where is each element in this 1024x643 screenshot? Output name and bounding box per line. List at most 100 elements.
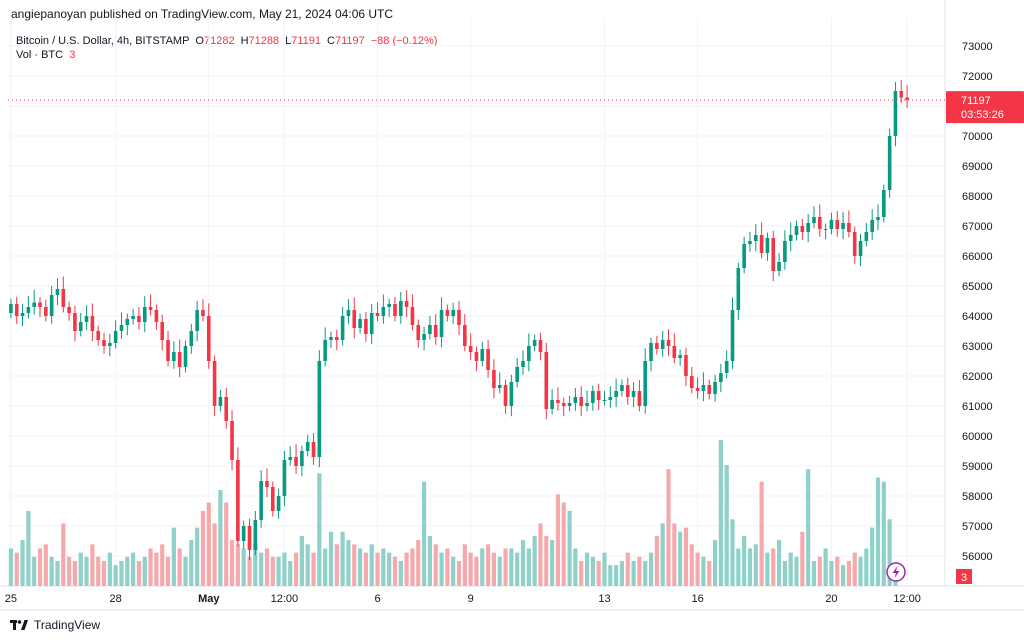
candle-body bbox=[474, 352, 479, 361]
candle-body bbox=[236, 460, 240, 541]
candle-body bbox=[602, 400, 607, 401]
volume-bar bbox=[497, 556, 502, 586]
volume-bar bbox=[590, 556, 595, 586]
volume-bar bbox=[131, 552, 136, 586]
volume-bar bbox=[282, 552, 287, 586]
volume-bar bbox=[416, 540, 421, 586]
symbol-legend: Bitcoin / U.S. Dollar, 4h, BITSTAMP O7128… bbox=[16, 35, 438, 47]
candle-body bbox=[67, 307, 71, 313]
volume-bar bbox=[270, 556, 275, 586]
candle-body bbox=[905, 97, 909, 101]
candle-body bbox=[707, 385, 712, 394]
candle-body bbox=[358, 319, 362, 328]
volume-tag-text: 3 bbox=[961, 572, 967, 584]
last-price-tag bbox=[946, 91, 1024, 124]
candle-body bbox=[777, 262, 781, 271]
volume-bar bbox=[352, 544, 357, 586]
volume-bar bbox=[462, 544, 467, 586]
volume-bar bbox=[288, 560, 293, 586]
y-tick-label: 64000 bbox=[962, 311, 993, 323]
candle-body bbox=[119, 325, 124, 331]
bar-countdown-text: 03:53:26 bbox=[961, 109, 1004, 121]
volume-bar bbox=[829, 560, 834, 586]
candle-body bbox=[736, 268, 741, 310]
volume-bar bbox=[72, 560, 78, 586]
candle-body bbox=[38, 302, 42, 307]
volume-bar bbox=[433, 544, 438, 586]
symbol-title[interactable]: Bitcoin / U.S. Dollar, 4h, BITSTAMP bbox=[16, 35, 190, 47]
candle-body bbox=[439, 310, 444, 337]
y-tick-label: 67000 bbox=[962, 221, 993, 233]
event-lightning-icon[interactable] bbox=[886, 562, 906, 582]
candle-body bbox=[538, 340, 543, 352]
candle-body bbox=[817, 217, 822, 229]
volume-legend[interactable]: Vol · BTC 3 bbox=[16, 49, 75, 61]
candle-body bbox=[463, 325, 467, 346]
tradingview-logo-icon bbox=[10, 619, 28, 630]
volume-bar bbox=[561, 502, 566, 586]
candle-body bbox=[323, 340, 327, 361]
x-tick-label: 20 bbox=[825, 593, 837, 605]
candle-body bbox=[305, 442, 310, 451]
volume-bar bbox=[742, 535, 747, 586]
volume-bar bbox=[253, 544, 258, 586]
candle-body bbox=[637, 391, 642, 406]
x-tick-label: 9 bbox=[468, 593, 474, 605]
volume-bar bbox=[381, 548, 386, 586]
candle-body bbox=[852, 232, 857, 256]
volume-bar bbox=[643, 560, 648, 586]
volume-bar bbox=[846, 560, 851, 586]
volume-bar bbox=[125, 556, 130, 586]
y-tick-label: 68000 bbox=[962, 191, 993, 203]
volume-bar bbox=[864, 548, 869, 586]
candle-body bbox=[183, 346, 188, 367]
volume-bar bbox=[90, 544, 95, 586]
volume-bar bbox=[800, 531, 805, 586]
volume-bar bbox=[724, 465, 729, 586]
volume-bar bbox=[526, 548, 531, 586]
volume-bar bbox=[410, 548, 415, 586]
candle-body bbox=[579, 397, 584, 406]
candle-body bbox=[14, 304, 19, 316]
volume-bar bbox=[701, 556, 706, 586]
volume-bar bbox=[712, 540, 718, 586]
candle-body bbox=[695, 388, 700, 391]
candle-body bbox=[433, 325, 438, 337]
candle-body bbox=[26, 307, 31, 313]
volume-bar bbox=[427, 535, 432, 586]
candle-body bbox=[468, 346, 473, 352]
volume-bar bbox=[840, 565, 846, 586]
volume-bar bbox=[259, 552, 264, 586]
volume-bar bbox=[689, 544, 694, 586]
candle-body bbox=[561, 403, 566, 406]
candle-body bbox=[61, 289, 66, 307]
volume-bar bbox=[78, 552, 83, 586]
volume-bar bbox=[247, 556, 252, 586]
x-tick-label: 28 bbox=[110, 593, 122, 605]
candle-body bbox=[125, 319, 130, 325]
publisher-attribution: angiepanoyan published on TradingView.co… bbox=[11, 7, 394, 21]
y-tick-label: 69000 bbox=[962, 161, 993, 173]
candle-body bbox=[177, 352, 182, 367]
volume-bar bbox=[363, 552, 368, 586]
candle-body bbox=[503, 385, 508, 406]
volume-bar bbox=[387, 552, 392, 586]
volume-bar bbox=[486, 544, 491, 586]
volume-bar bbox=[614, 565, 619, 586]
candle-body bbox=[317, 361, 322, 457]
close-value: 71197 bbox=[334, 35, 365, 47]
volume-bar bbox=[334, 544, 339, 586]
volume-bar bbox=[96, 556, 101, 586]
volume-bar bbox=[509, 548, 514, 586]
candle-body bbox=[108, 343, 112, 346]
candle-body bbox=[765, 238, 770, 253]
candle-body bbox=[684, 355, 688, 376]
candle-body bbox=[771, 238, 776, 271]
volume-bar bbox=[753, 544, 758, 586]
volume-bar bbox=[299, 535, 304, 586]
y-tick-label: 65000 bbox=[962, 281, 993, 293]
candle-body bbox=[748, 241, 752, 244]
candle-body bbox=[678, 355, 682, 358]
candle-body bbox=[265, 481, 269, 487]
